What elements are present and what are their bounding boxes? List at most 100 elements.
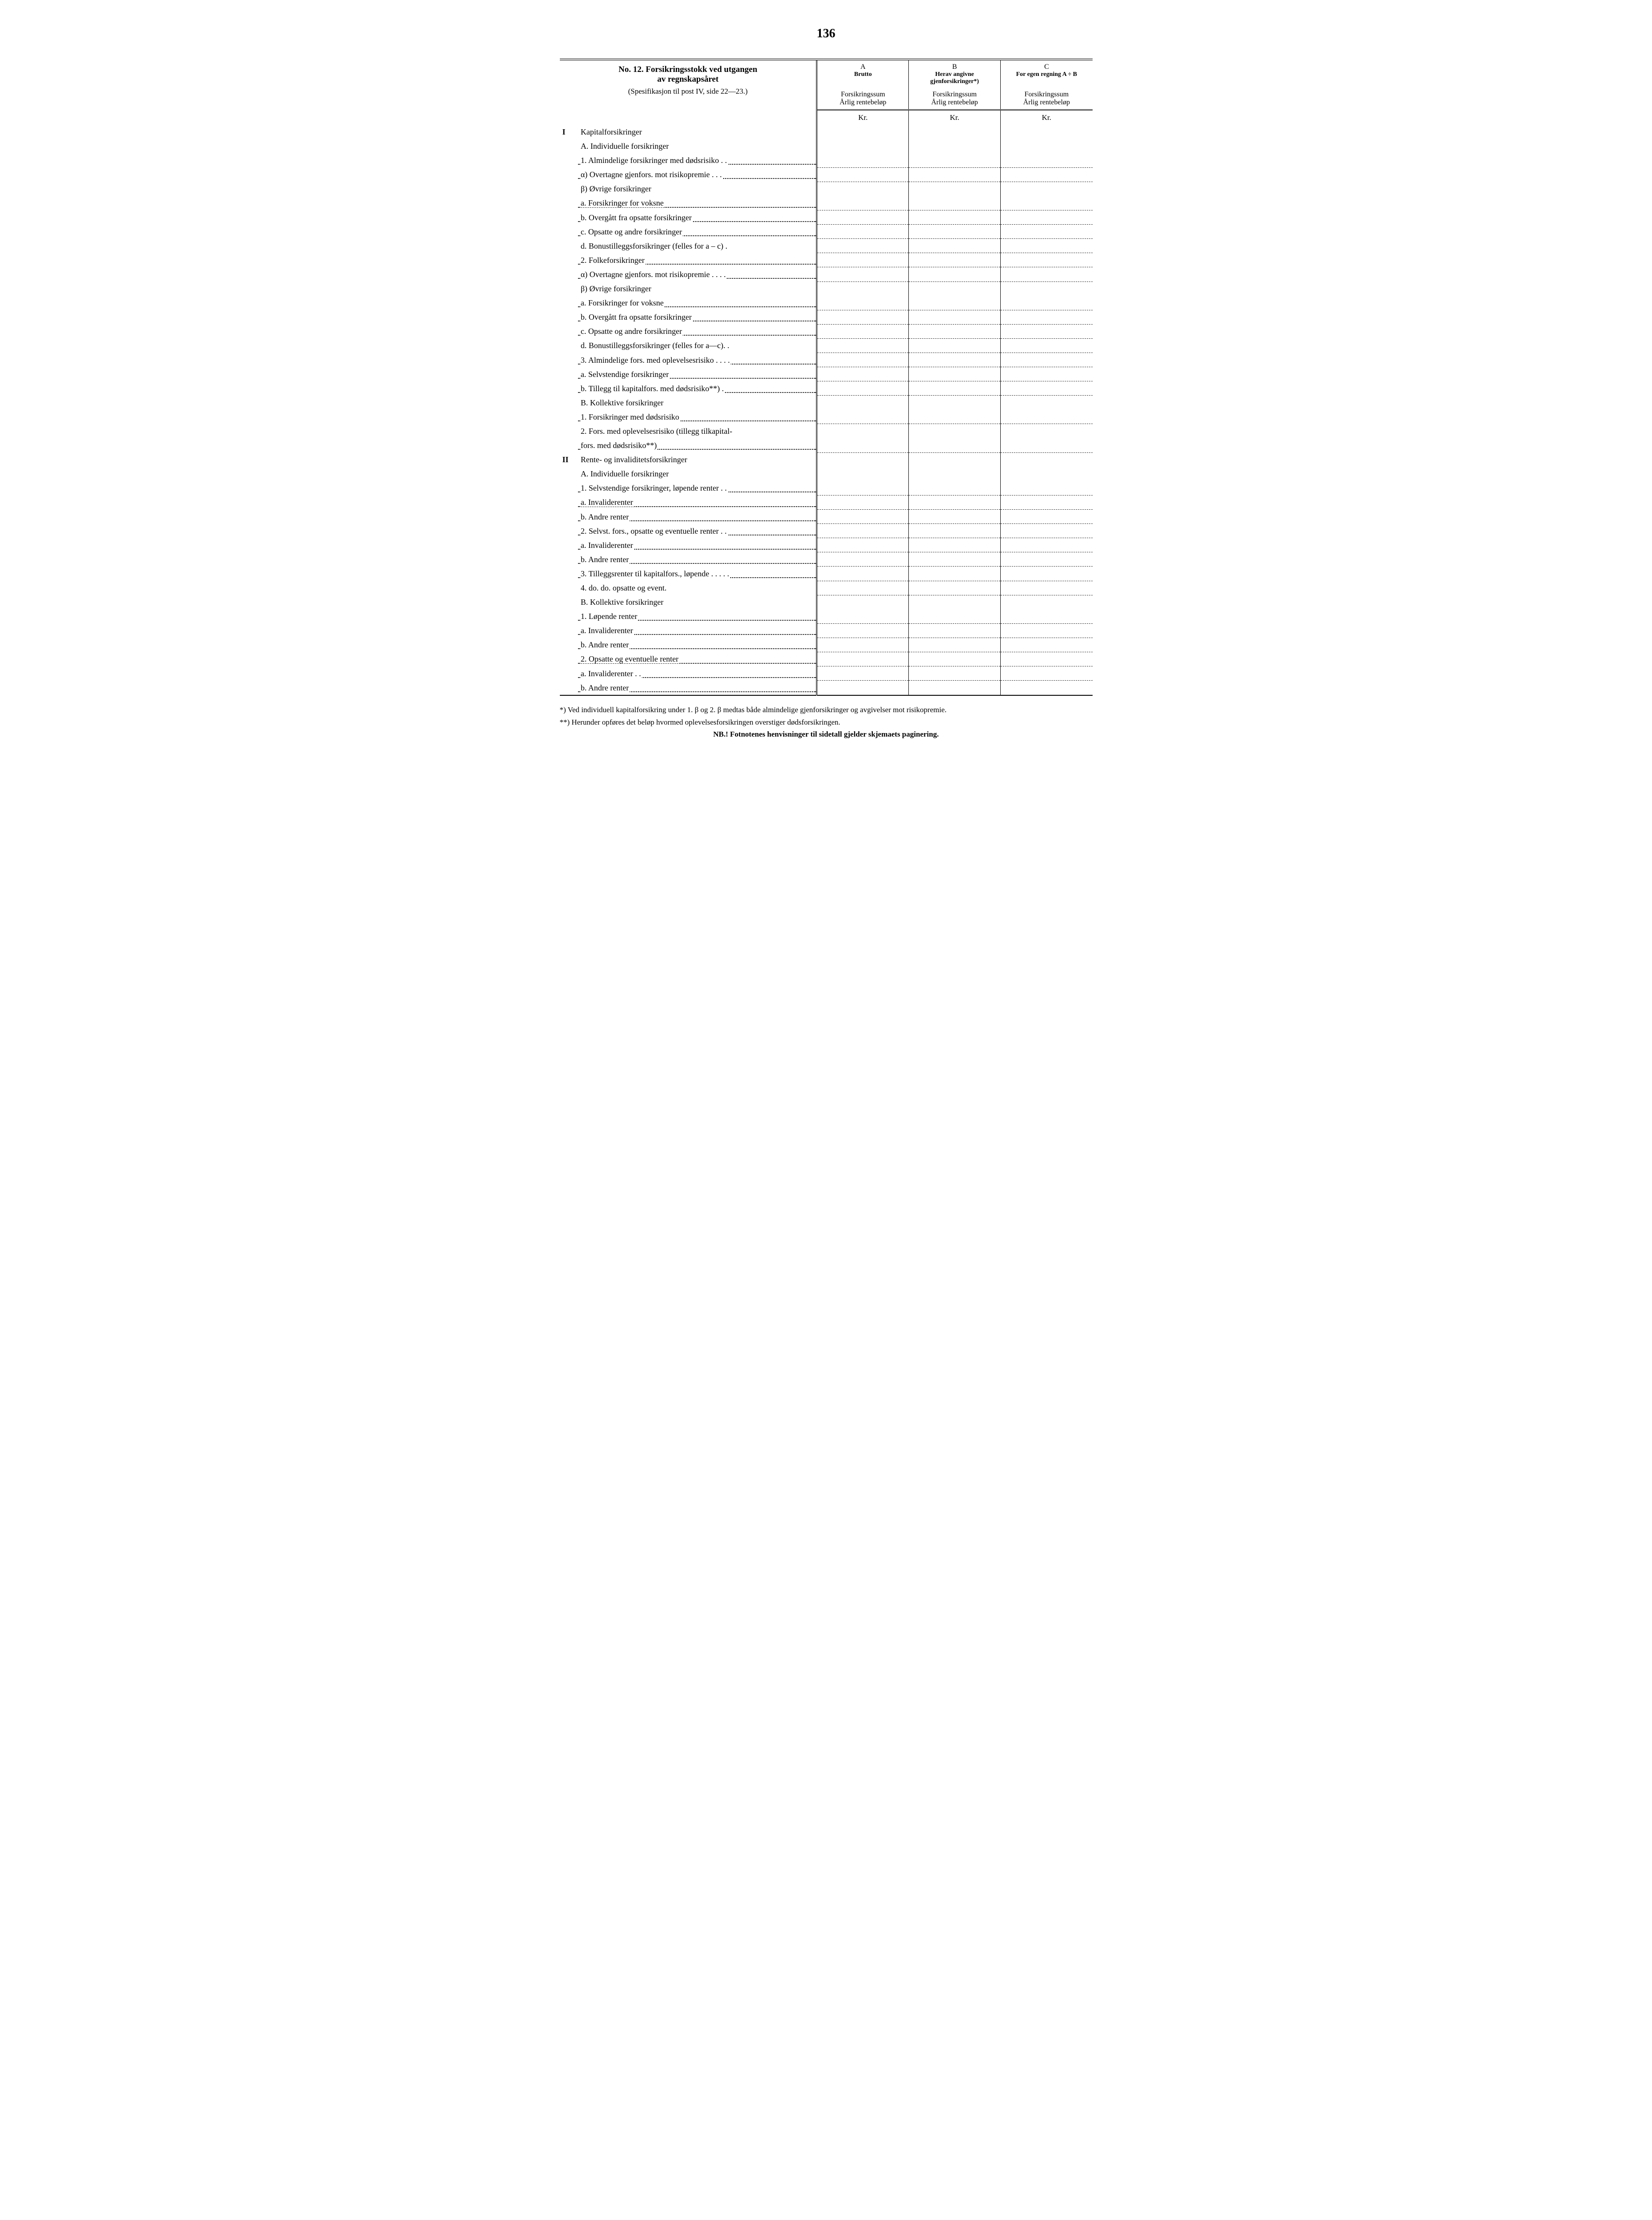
- value-cell-a: [817, 353, 909, 367]
- roman-numeral: [560, 167, 578, 182]
- value-cell-b: [909, 338, 1001, 353]
- roman-numeral: [560, 310, 578, 324]
- row-label: Rente- og invaliditetsforsikringer: [578, 452, 817, 467]
- roman-numeral: [560, 153, 578, 167]
- value-cell-b: [909, 538, 1001, 552]
- value-cell-a: [817, 538, 909, 552]
- table-row: b. Overgått fra opsatte forsikringer: [560, 310, 1093, 324]
- roman-numeral: [560, 239, 578, 253]
- table-row: 3. Almindelige fors. med oplevelsesrisik…: [560, 353, 1093, 367]
- value-cell-c: [1001, 581, 1093, 595]
- value-cell-a: [817, 210, 909, 225]
- table-row: IIRente- og invaliditetsforsikringer: [560, 452, 1093, 467]
- row-label: fors. med dødsrisiko**): [578, 438, 817, 452]
- row-label: b. Overgått fra opsatte forsikringer: [578, 210, 817, 225]
- footnote-1: *) Ved individuell kapitalforsikring und…: [560, 705, 1093, 715]
- value-cell-a: [817, 452, 909, 467]
- value-cell-c: [1001, 281, 1093, 296]
- value-cell-c: [1001, 353, 1093, 367]
- row-label: B. Kollektive forsikringer: [578, 595, 817, 609]
- value-cell-a: [817, 524, 909, 538]
- value-cell-b: [909, 495, 1001, 509]
- row-label: c. Opsatte og andre forsikringer: [578, 225, 817, 239]
- value-cell-a: [817, 552, 909, 567]
- value-cell-a: [817, 381, 909, 396]
- roman-numeral: [560, 424, 578, 438]
- value-cell-c: [1001, 267, 1093, 281]
- col-c-letter: C: [1004, 63, 1089, 71]
- row-label: 1. Forsikringer med dødsrisiko: [578, 410, 817, 424]
- roman-numeral: [560, 681, 578, 695]
- value-cell-c: [1001, 467, 1093, 481]
- value-cell-c: [1001, 495, 1093, 509]
- table-row: B. Kollektive forsikringer: [560, 396, 1093, 410]
- table-row: b. Andre renter: [560, 510, 1093, 524]
- value-cell-b: [909, 638, 1001, 652]
- value-cell-c: [1001, 196, 1093, 210]
- value-cell-c: [1001, 239, 1093, 253]
- table-row: c. Opsatte og andre forsikringer: [560, 225, 1093, 239]
- table-row: a. Selvstendige forsikringer: [560, 367, 1093, 381]
- roman-numeral: [560, 182, 578, 196]
- roman-numeral: [560, 381, 578, 396]
- value-cell-b: [909, 438, 1001, 452]
- footnotes: *) Ved individuell kapitalforsikring und…: [560, 705, 1093, 740]
- row-label: 1. Selvstendige forsikringer, løpende re…: [578, 481, 817, 495]
- bottom-rule: [560, 695, 1093, 696]
- row-label: β) Øvrige forsikringer: [578, 281, 817, 296]
- value-cell-c: [1001, 652, 1093, 666]
- value-cell-c: [1001, 125, 1093, 139]
- kr-a: Kr.: [817, 110, 909, 125]
- value-cell-a: [817, 595, 909, 609]
- value-cell-a: [817, 609, 909, 623]
- value-cell-a: [817, 681, 909, 695]
- row-label: 1. Løpende renter: [578, 609, 817, 623]
- value-cell-a: [817, 153, 909, 167]
- value-cell-c: [1001, 225, 1093, 239]
- table-row: B. Kollektive forsikringer: [560, 595, 1093, 609]
- row-label: 3. Almindelige fors. med oplevelsesrisik…: [578, 353, 817, 367]
- value-cell-c: [1001, 666, 1093, 681]
- value-cell-b: [909, 367, 1001, 381]
- value-cell-a: [817, 296, 909, 310]
- row-label: b. Overgått fra opsatte forsikringer: [578, 310, 817, 324]
- value-cell-b: [909, 239, 1001, 253]
- sub-line2: Årlig rentebeløp: [1004, 99, 1089, 107]
- value-cell-a: [817, 467, 909, 481]
- col-c-label: For egen regning A ÷ B: [1004, 71, 1089, 78]
- value-cell-a: [817, 481, 909, 495]
- value-cell-b: [909, 296, 1001, 310]
- roman-numeral: [560, 552, 578, 567]
- row-label: a. Invaliderenter: [578, 538, 817, 552]
- roman-numeral: [560, 139, 578, 153]
- table-row: 4. do. do. opsatte og event.: [560, 581, 1093, 595]
- row-label: 2. Folkeforsikringer: [578, 253, 817, 267]
- row-label: b. Andre renter: [578, 510, 817, 524]
- value-cell-a: [817, 581, 909, 595]
- value-cell-c: [1001, 367, 1093, 381]
- row-label: Kapitalforsikringer: [578, 125, 817, 139]
- roman-numeral: [560, 324, 578, 338]
- footnote-nb: NB.! Fotnotenes henvisninger til sidetal…: [560, 729, 1093, 740]
- value-cell-b: [909, 666, 1001, 681]
- value-cell-b: [909, 396, 1001, 410]
- table-body: IKapitalforsikringerA. Individuelle fors…: [560, 125, 1093, 695]
- table-row: d. Bonustilleggsforsikringer (felles for…: [560, 239, 1093, 253]
- table-row: 1. Forsikringer med dødsrisiko: [560, 410, 1093, 424]
- table-row: b. Tillegg til kapitalfors. med dødsrisi…: [560, 381, 1093, 396]
- value-cell-b: [909, 167, 1001, 182]
- roman-numeral: [560, 510, 578, 524]
- value-cell-b: [909, 410, 1001, 424]
- value-cell-c: [1001, 623, 1093, 638]
- row-label: b. Andre renter: [578, 638, 817, 652]
- row-label: d. Bonustilleggsforsikringer (felles for…: [578, 239, 817, 253]
- row-label: α) Overtagne gjenfors. mot risikopremie …: [578, 167, 817, 182]
- roman-numeral: [560, 281, 578, 296]
- value-cell-b: [909, 210, 1001, 225]
- sub-line2: Årlig rentebeløp: [912, 99, 997, 107]
- value-cell-c: [1001, 410, 1093, 424]
- value-cell-a: [817, 424, 909, 438]
- value-cell-a: [817, 666, 909, 681]
- value-cell-b: [909, 681, 1001, 695]
- row-label: a. Invaliderenter . .: [578, 666, 817, 681]
